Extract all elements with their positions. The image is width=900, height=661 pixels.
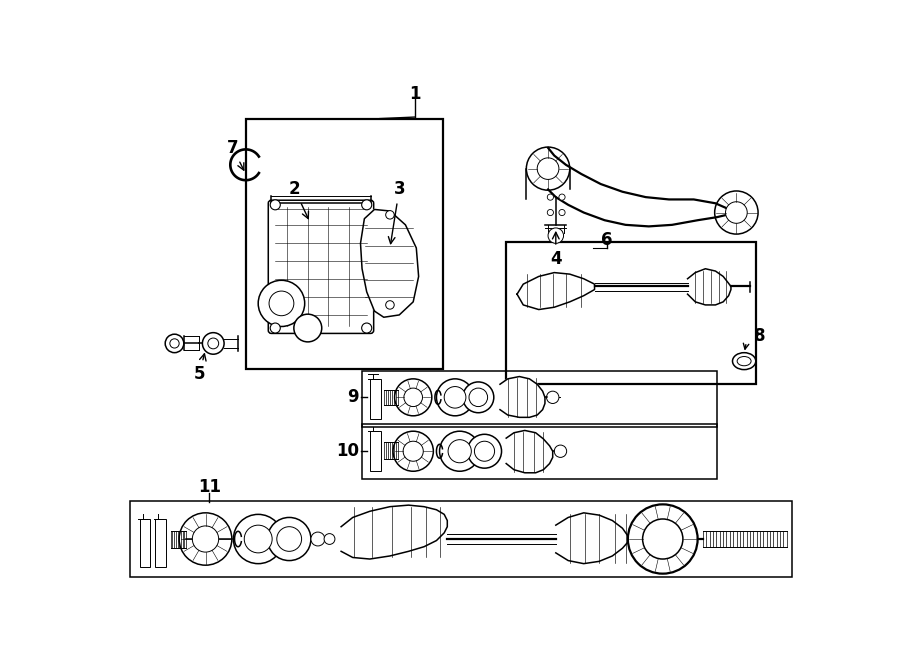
Circle shape: [258, 280, 305, 327]
Circle shape: [643, 519, 683, 559]
Circle shape: [208, 338, 219, 349]
Bar: [370, 379, 381, 419]
Circle shape: [526, 147, 570, 190]
Text: 4: 4: [550, 232, 562, 268]
Circle shape: [403, 442, 423, 461]
Circle shape: [436, 379, 473, 416]
Circle shape: [559, 210, 565, 215]
Circle shape: [445, 387, 466, 408]
Circle shape: [474, 442, 495, 461]
Circle shape: [166, 334, 184, 353]
Circle shape: [179, 513, 232, 565]
Circle shape: [628, 504, 698, 574]
Circle shape: [394, 379, 432, 416]
Circle shape: [233, 514, 283, 564]
Circle shape: [467, 434, 501, 468]
Bar: [362, 371, 717, 426]
Circle shape: [269, 291, 293, 316]
Circle shape: [547, 210, 553, 215]
Circle shape: [310, 532, 325, 546]
Polygon shape: [556, 513, 628, 564]
Circle shape: [386, 211, 394, 219]
Circle shape: [537, 158, 559, 179]
Text: 9: 9: [347, 388, 359, 407]
Bar: [362, 424, 717, 479]
Polygon shape: [500, 377, 545, 417]
Circle shape: [725, 202, 747, 223]
Text: 10: 10: [336, 442, 359, 460]
Bar: [370, 431, 381, 471]
Circle shape: [559, 194, 565, 200]
Circle shape: [202, 332, 224, 354]
Polygon shape: [361, 210, 419, 317]
Bar: [130, 501, 792, 577]
Circle shape: [448, 440, 472, 463]
Circle shape: [193, 526, 219, 552]
FancyBboxPatch shape: [268, 200, 374, 333]
Bar: [246, 118, 444, 369]
Circle shape: [715, 191, 758, 234]
Circle shape: [277, 527, 302, 551]
Text: 2: 2: [289, 180, 309, 219]
Circle shape: [293, 314, 322, 342]
Circle shape: [547, 194, 553, 200]
Text: 1: 1: [409, 85, 420, 103]
Bar: [155, 519, 166, 566]
Polygon shape: [688, 269, 731, 305]
Circle shape: [404, 388, 422, 407]
Circle shape: [362, 323, 372, 333]
Circle shape: [439, 431, 480, 471]
Text: 11: 11: [198, 478, 220, 496]
Circle shape: [463, 382, 494, 412]
Text: 7: 7: [227, 139, 244, 170]
Bar: [506, 242, 756, 384]
Polygon shape: [506, 430, 553, 473]
Circle shape: [170, 339, 179, 348]
Circle shape: [386, 301, 394, 309]
Circle shape: [324, 533, 335, 545]
Circle shape: [546, 391, 559, 403]
Circle shape: [469, 388, 488, 407]
Text: 5: 5: [194, 354, 206, 383]
Circle shape: [267, 518, 310, 561]
Ellipse shape: [737, 356, 751, 366]
Circle shape: [554, 445, 567, 457]
Circle shape: [270, 323, 280, 333]
Text: 6: 6: [601, 231, 613, 249]
Text: 8: 8: [754, 327, 765, 345]
Circle shape: [270, 200, 280, 210]
Bar: [140, 519, 150, 566]
Circle shape: [548, 228, 563, 243]
Ellipse shape: [733, 353, 756, 369]
Polygon shape: [517, 272, 595, 309]
Circle shape: [244, 525, 272, 553]
Circle shape: [362, 200, 372, 210]
Circle shape: [393, 431, 434, 471]
Text: 3: 3: [389, 180, 405, 244]
Polygon shape: [341, 505, 447, 559]
